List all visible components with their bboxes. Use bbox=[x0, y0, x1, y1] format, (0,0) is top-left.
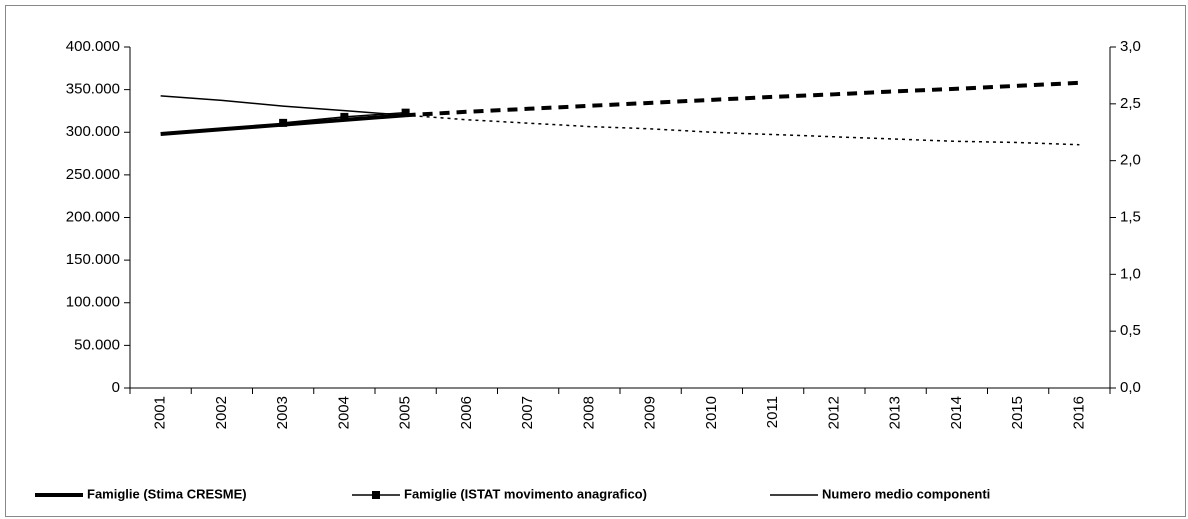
y2-tick-label: 3,0 bbox=[1120, 38, 1141, 55]
series-line bbox=[405, 114, 1080, 146]
x-tick-label: 2007 bbox=[519, 396, 536, 429]
chart-frame bbox=[5, 5, 1186, 517]
y2-tick-label: 2,0 bbox=[1120, 152, 1141, 169]
y2-tick-label: 0,5 bbox=[1120, 322, 1141, 339]
x-tick-label: 2012 bbox=[825, 396, 842, 429]
legend-label: Numero medio componenti bbox=[822, 486, 990, 501]
y-tick-label: 50.000 bbox=[74, 336, 120, 353]
y-tick-label: 100.000 bbox=[66, 294, 120, 311]
marker bbox=[401, 108, 410, 117]
x-tick-label: 2008 bbox=[580, 396, 597, 429]
x-tick-label: 2001 bbox=[152, 396, 169, 429]
x-tick-label: 2016 bbox=[1070, 396, 1087, 429]
y2-tick-label: 1,0 bbox=[1120, 265, 1141, 282]
y-tick-label: 300.000 bbox=[66, 123, 120, 140]
marker bbox=[340, 112, 349, 121]
legend-label: Famiglie (Stima CRESME) bbox=[87, 486, 247, 501]
y-tick-label: 400.000 bbox=[66, 38, 120, 55]
marker bbox=[279, 118, 288, 127]
x-tick-label: 2002 bbox=[213, 396, 230, 429]
series-line bbox=[405, 80, 1080, 118]
x-tick-label: 2004 bbox=[335, 396, 352, 429]
x-tick-label: 2006 bbox=[458, 396, 475, 429]
x-tick-label: 2014 bbox=[948, 396, 965, 429]
y2-tick-label: 2,5 bbox=[1120, 95, 1141, 112]
y-tick-label: 250.000 bbox=[66, 166, 120, 183]
series-line bbox=[160, 95, 406, 116]
legend-label: Famiglie (ISTAT movimento anagrafico) bbox=[404, 486, 647, 501]
y-tick-label: 200.000 bbox=[66, 208, 120, 225]
x-tick-label: 2013 bbox=[887, 396, 904, 429]
y-tick-label: 0 bbox=[112, 379, 120, 396]
y-tick-label: 350.000 bbox=[66, 81, 120, 98]
x-tick-label: 2015 bbox=[1009, 396, 1026, 429]
y2-tick-label: 0,0 bbox=[1120, 379, 1141, 396]
legend-marker bbox=[372, 491, 380, 499]
x-tick-label: 2011 bbox=[764, 396, 781, 428]
x-tick-label: 2003 bbox=[274, 396, 291, 429]
x-tick-label: 2010 bbox=[703, 396, 720, 429]
x-tick-label: 2009 bbox=[642, 396, 659, 429]
x-tick-label: 2005 bbox=[397, 396, 414, 429]
y2-tick-label: 1,5 bbox=[1120, 208, 1141, 225]
y-tick-label: 150.000 bbox=[66, 251, 120, 268]
